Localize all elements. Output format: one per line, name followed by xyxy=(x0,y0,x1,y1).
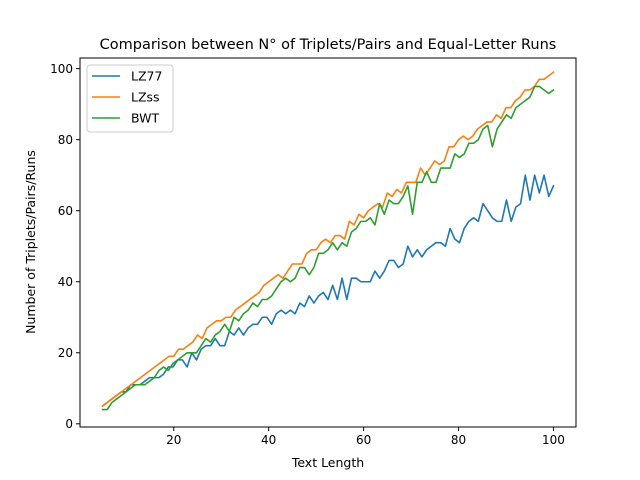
series-line-bwt xyxy=(101,85,555,411)
y-tick-label: 0 xyxy=(65,417,73,431)
x-tick-label: 20 xyxy=(166,433,181,447)
legend-box xyxy=(86,64,174,133)
y-tick-label: 80 xyxy=(58,133,73,147)
chart-title: Comparison between N° of Triplets/Pairs … xyxy=(100,37,557,53)
x-tick-label: 100 xyxy=(542,433,565,447)
y-tick-label: 60 xyxy=(58,204,73,218)
legend-label-lz77: LZ77 xyxy=(131,69,162,84)
x-tick-label: 80 xyxy=(451,433,466,447)
plot-frame xyxy=(79,57,577,428)
x-tick-label: 40 xyxy=(261,433,276,447)
x-axis-label: Text Length xyxy=(291,455,364,470)
y-tick-label: 100 xyxy=(50,62,73,76)
y-tick-label: 20 xyxy=(58,346,73,360)
y-tick-label: 40 xyxy=(58,275,73,289)
legend-label-lzss: LZss xyxy=(131,90,160,105)
y-axis-label: Number of Triplets/Pairs/Runs xyxy=(23,150,38,334)
x-tick-label: 60 xyxy=(356,433,371,447)
legend: LZ77 LZss BWT xyxy=(86,64,174,133)
legend-label-bwt: BWT xyxy=(131,111,159,126)
series-line-lzss xyxy=(101,71,555,408)
